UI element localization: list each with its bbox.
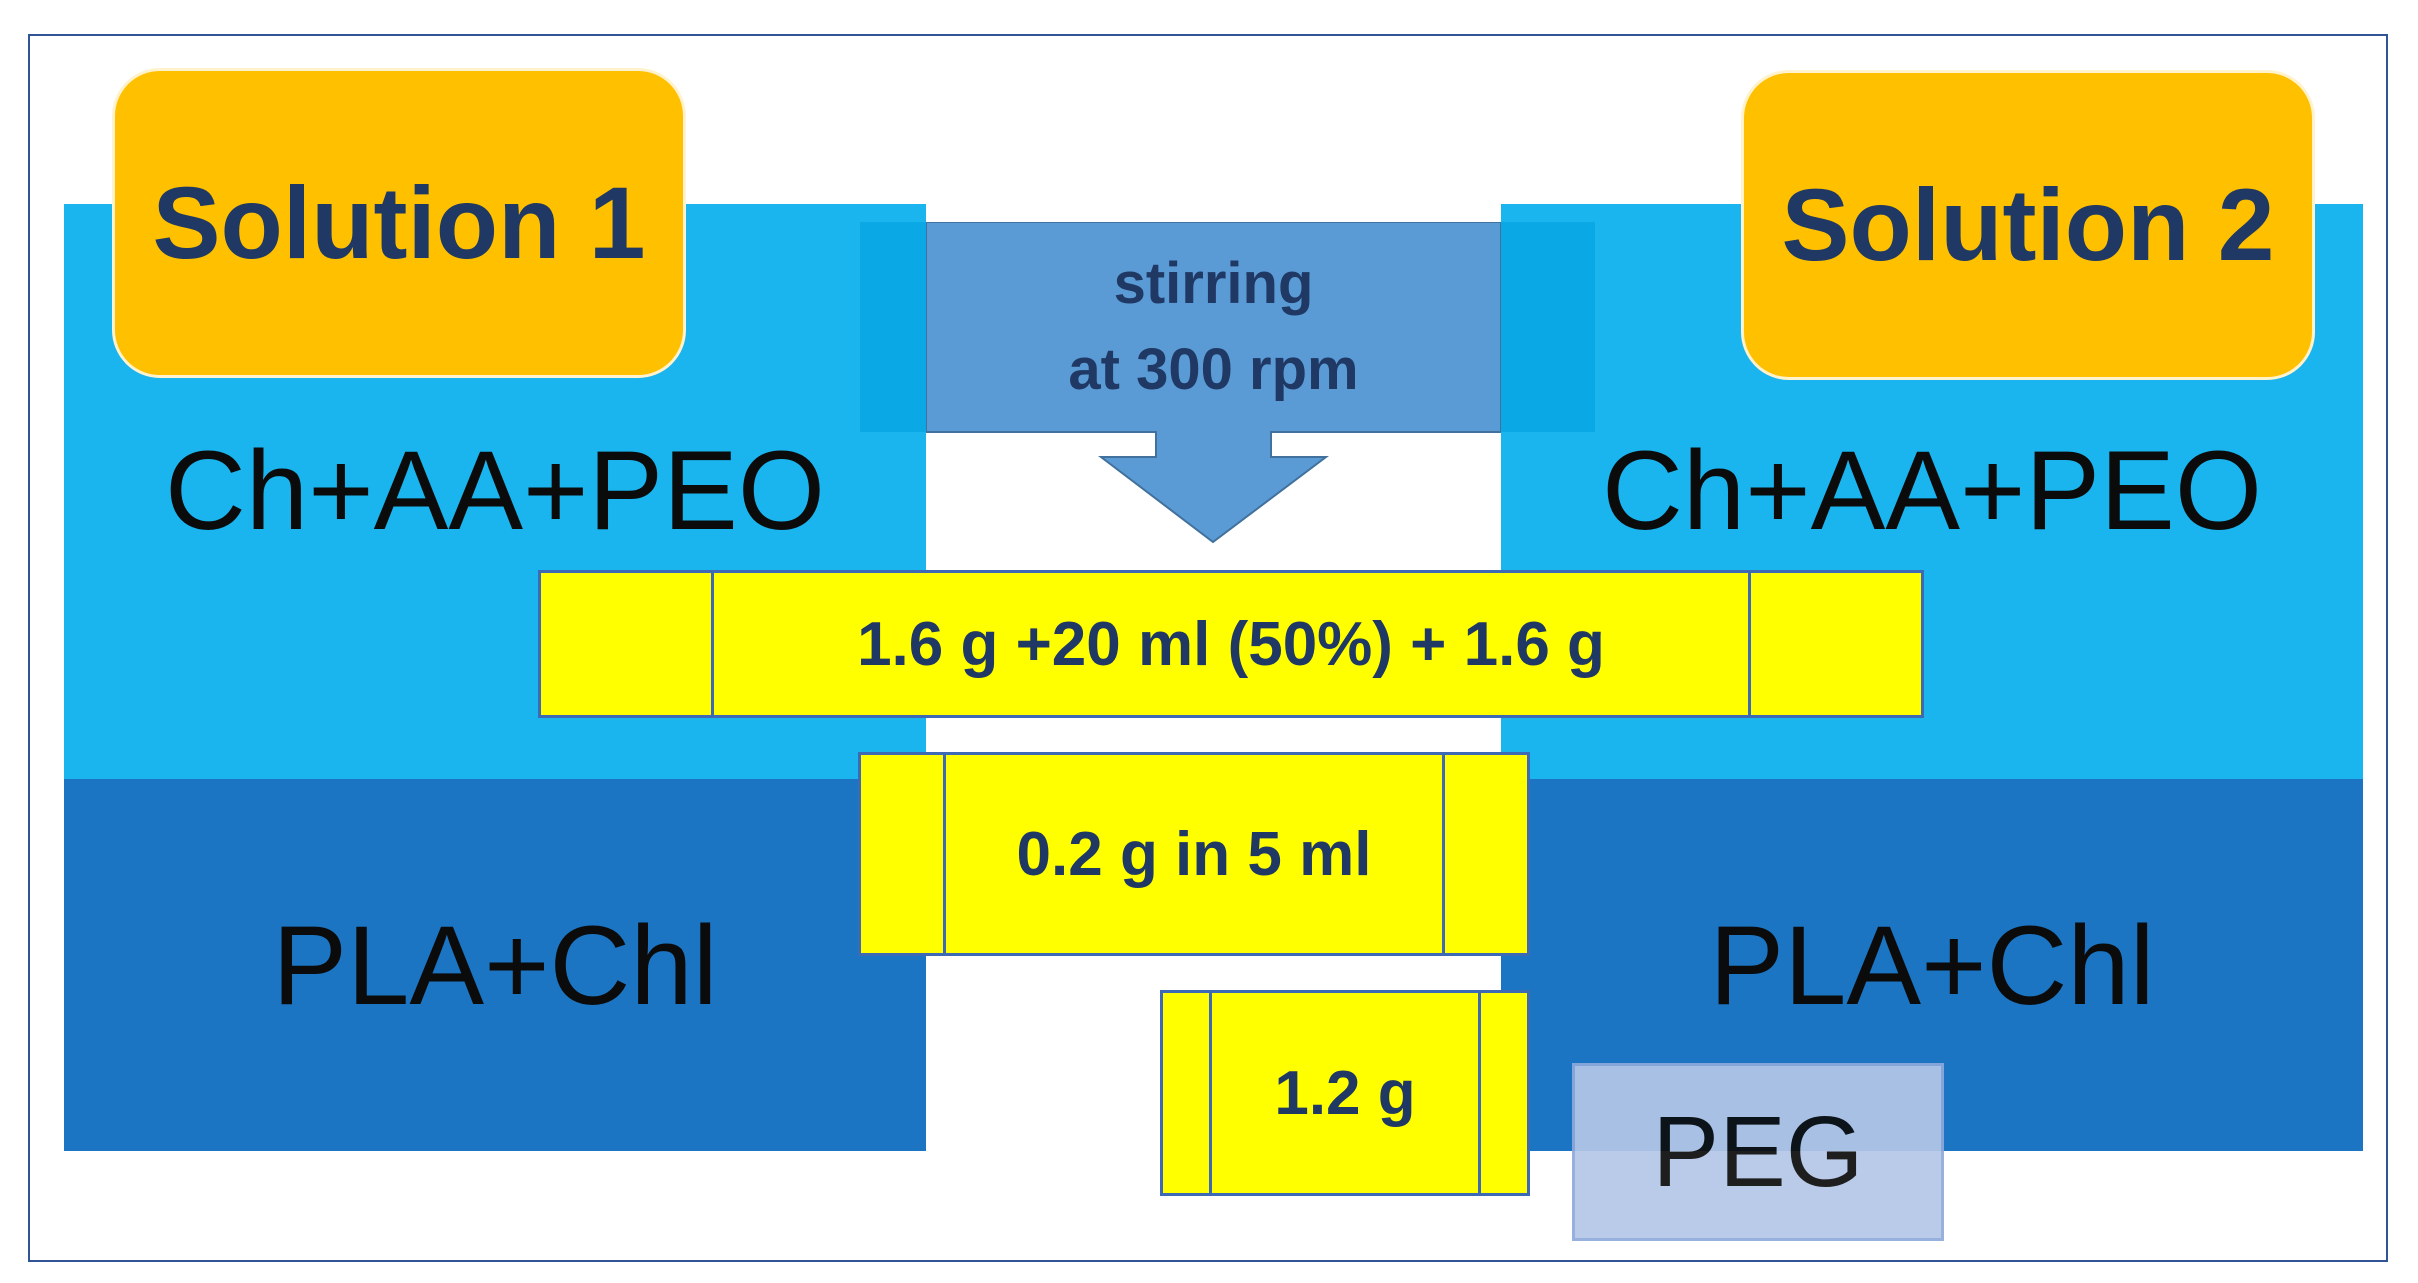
- solution2-tag: Solution 2: [1741, 70, 2315, 380]
- solution1-bottom-region: [64, 779, 926, 1151]
- solution2-top-label: Ch+AA+PEO: [1602, 427, 2262, 553]
- stirring-line1: stirring: [1113, 251, 1314, 316]
- stirring-line2: at 300 rpm: [1068, 337, 1359, 402]
- solution1-bottom-label: PLA+Chl: [272, 902, 718, 1028]
- stirring-label: stirring at 300 rpm: [926, 232, 1501, 422]
- box-row3-label: 1.2 g: [1274, 1058, 1416, 1128]
- box-row1-label: 1.6 g +20 ml (50%) + 1.6 g: [857, 609, 1605, 679]
- solution1-top-label: Ch+AA+PEO: [165, 427, 825, 553]
- arrow-shape: [926, 222, 1501, 544]
- left-arrow-wing: [860, 222, 926, 432]
- peg-box: PEG: [1572, 1063, 1944, 1241]
- box-row1: 1.6 g +20 ml (50%) + 1.6 g: [538, 570, 1924, 718]
- solution2-bottom-label: PLA+Chl: [1709, 902, 2155, 1028]
- box-row2-label: 0.2 g in 5 ml: [1016, 819, 1372, 889]
- solution1-tag: Solution 1: [112, 68, 686, 378]
- box-row3: 1.2 g: [1160, 990, 1530, 1196]
- box-row2: 0.2 g in 5 ml: [858, 752, 1530, 956]
- right-arrow-wing: [1501, 222, 1595, 432]
- stirring-arrow: [926, 222, 1501, 544]
